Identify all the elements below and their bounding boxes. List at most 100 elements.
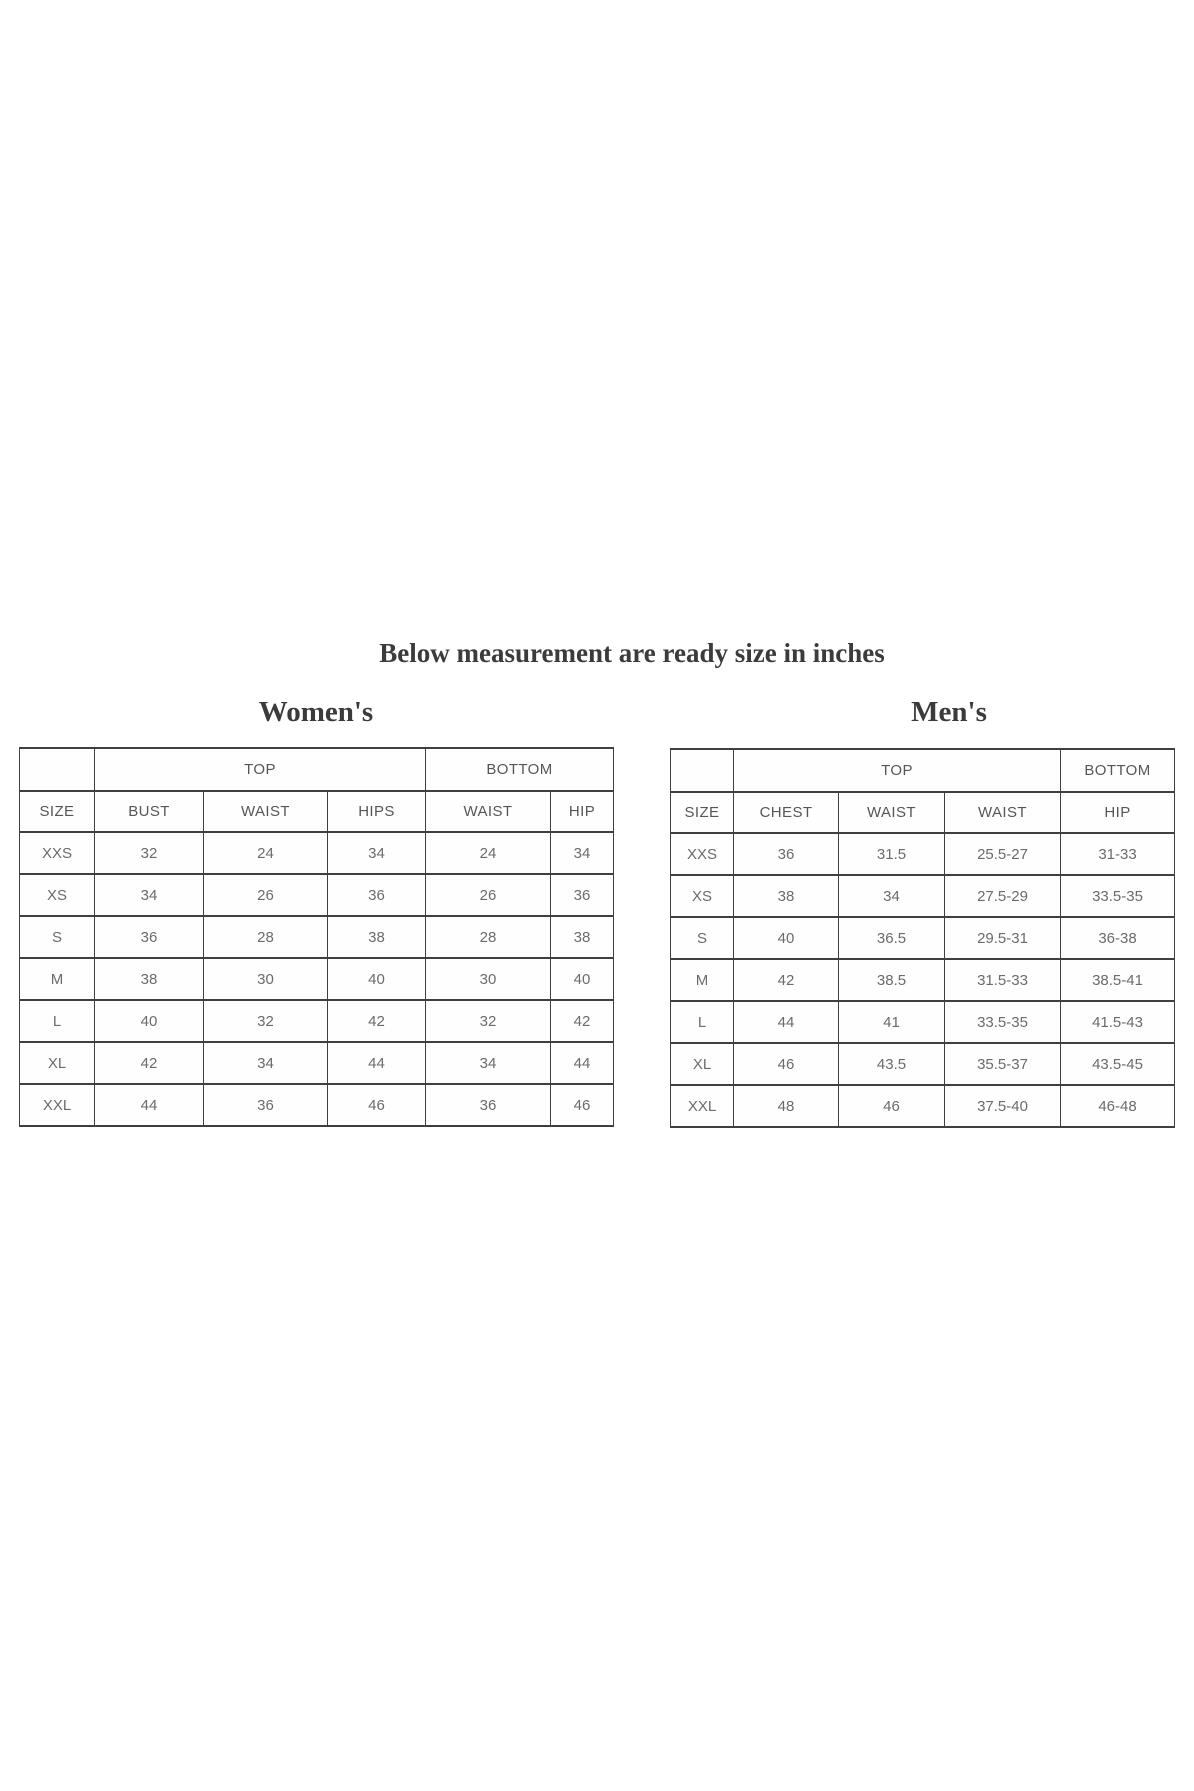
measurement-cell: 38 [549, 915, 615, 959]
measurement-cell: 44 [327, 1041, 426, 1085]
table-row-xs: XS 38 34 27.5-29 33.5-35 [670, 874, 1175, 918]
measurement-cell: 40 [733, 916, 839, 960]
column-header-size: SIZE [19, 790, 95, 833]
measurement-cell: 43.5 [838, 1042, 945, 1086]
womens-group-header-row: TOP BOTTOM [19, 747, 615, 792]
size-label: XL [670, 1042, 734, 1086]
size-label: XXS [670, 832, 734, 876]
size-label: S [670, 916, 734, 960]
column-header-hips: HIPS [327, 790, 426, 833]
measurement-cell: 34 [838, 874, 945, 918]
measurement-cell: 34 [203, 1041, 328, 1085]
measurement-cell: 46 [838, 1084, 945, 1128]
mens-size-table: TOP BOTTOM SIZE CHEST WAIST WAIST HIP XXS 36 3… [670, 748, 1175, 1128]
measurement-cell: 31.5-33 [944, 958, 1061, 1002]
column-header-size: SIZE [670, 791, 734, 834]
measurement-cell: 30 [425, 957, 551, 1001]
measurement-cell: 44 [549, 1041, 615, 1085]
measurement-cell: 31.5 [838, 832, 945, 876]
mens-corner-cell [670, 748, 734, 793]
measurement-cell: 32 [425, 999, 551, 1043]
womens-table-body: XXS 32 24 34 24 34 XS 34 26 36 26 36 S 36 28 38 28 38 M 38 3… [19, 831, 615, 1127]
column-header-waist: WAIST [203, 790, 328, 833]
measurement-cell: 36.5 [838, 916, 945, 960]
measurement-cell: 46 [733, 1042, 839, 1086]
measurement-cell: 41 [838, 1000, 945, 1044]
column-header-bust: BUST [94, 790, 204, 833]
measurement-cell: 36 [425, 1083, 551, 1127]
column-header-waist: WAIST [944, 791, 1061, 834]
measurement-cell: 28 [425, 915, 551, 959]
size-label: XXS [19, 831, 95, 875]
measurement-cell: 42 [327, 999, 426, 1043]
size-label: M [670, 958, 734, 1002]
table-row-xl: XL 46 43.5 35.5-37 43.5-45 [670, 1042, 1175, 1086]
measurement-cell: 32 [203, 999, 328, 1043]
measurement-cell: 38 [733, 874, 839, 918]
womens-section-heading: Women's [258, 696, 374, 728]
table-row-xl: XL 42 34 44 34 44 [19, 1041, 615, 1085]
size-label: XL [19, 1041, 95, 1085]
measurement-cell: 46 [327, 1083, 426, 1127]
measurement-cell: 31-33 [1060, 832, 1175, 876]
womens-corner-cell [19, 747, 95, 792]
column-header-waist: WAIST [425, 790, 551, 833]
measurement-cell: 43.5-45 [1060, 1042, 1175, 1086]
measurement-cell: 34 [549, 831, 615, 875]
measurement-cell: 40 [549, 957, 615, 1001]
table-row-m: M 38 30 40 30 40 [19, 957, 615, 1001]
table-row-l: L 44 41 33.5-35 41.5-43 [670, 1000, 1175, 1044]
measurement-cell: 42 [94, 1041, 204, 1085]
measurement-cell: 42 [549, 999, 615, 1043]
womens-bottom-group-header: BOTTOM [424, 747, 615, 792]
measurement-cell: 41.5-43 [1060, 1000, 1175, 1044]
womens-top-group-header: TOP [94, 747, 426, 792]
measurement-cell: 40 [94, 999, 204, 1043]
size-label: XXL [670, 1084, 734, 1128]
measurement-cell: 32 [94, 831, 204, 875]
womens-column-header-row: SIZE BUST WAIST HIPS WAIST HIP [19, 790, 615, 833]
measurement-cell: 25.5-27 [944, 832, 1061, 876]
measurement-cell: 38 [327, 915, 426, 959]
column-header-hip: HIP [1060, 791, 1175, 834]
mens-table-body: XXS 36 31.5 25.5-27 31-33 XS 38 34 27.5-29 33.5-3… [670, 832, 1175, 1128]
mens-group-header-row: TOP BOTTOM [670, 748, 1175, 793]
measurement-cell: 40 [327, 957, 426, 1001]
measurement-cell: 26 [203, 873, 328, 917]
table-row-s: S 36 28 38 28 38 [19, 915, 615, 959]
measurement-cell: 36 [203, 1083, 328, 1127]
measurement-cell: 28 [203, 915, 328, 959]
size-label: XS [19, 873, 95, 917]
mens-bottom-group-header: BOTTOM [1060, 748, 1175, 793]
measurement-cell: 34 [94, 873, 204, 917]
measurement-cell: 33.5-35 [944, 1000, 1061, 1044]
mens-column-header-row: SIZE CHEST WAIST WAIST HIP [670, 791, 1175, 834]
size-label: M [19, 957, 95, 1001]
measurement-cell: 27.5-29 [944, 874, 1061, 918]
measurement-cell: 24 [203, 831, 328, 875]
measurement-cell: 37.5-40 [944, 1084, 1061, 1128]
measurement-cell: 48 [733, 1084, 839, 1128]
measurement-cell: 34 [425, 1041, 551, 1085]
womens-size-table: TOP BOTTOM SIZE BUST WAIST HIPS WAIST HIP XXS… [19, 747, 615, 1127]
size-label: XS [670, 874, 734, 918]
measurement-cell: 26 [425, 873, 551, 917]
table-row-xxl: XXL 48 46 37.5-40 46-48 [670, 1084, 1175, 1128]
measurement-cell: 38.5-41 [1060, 958, 1175, 1002]
size-label: XXL [19, 1083, 95, 1127]
table-row-xxl: XXL 44 36 46 36 46 [19, 1083, 615, 1127]
size-label: L [670, 1000, 734, 1044]
column-header-waist: WAIST [838, 791, 945, 834]
table-row-l: L 40 32 42 32 42 [19, 999, 615, 1043]
mens-section-heading: Men's [911, 696, 987, 728]
measurement-cell: 38.5 [838, 958, 945, 1002]
table-row-m: M 42 38.5 31.5-33 38.5-41 [670, 958, 1175, 1002]
measurement-cell: 29.5-31 [944, 916, 1061, 960]
measurement-cell: 35.5-37 [944, 1042, 1061, 1086]
measurement-cell: 36 [733, 832, 839, 876]
measurement-cell: 34 [327, 831, 426, 875]
measurement-cell: 42 [733, 958, 839, 1002]
measurement-cell: 36 [94, 915, 204, 959]
measurement-cell: 44 [94, 1083, 204, 1127]
table-row-xxs: XXS 32 24 34 24 34 [19, 831, 615, 875]
